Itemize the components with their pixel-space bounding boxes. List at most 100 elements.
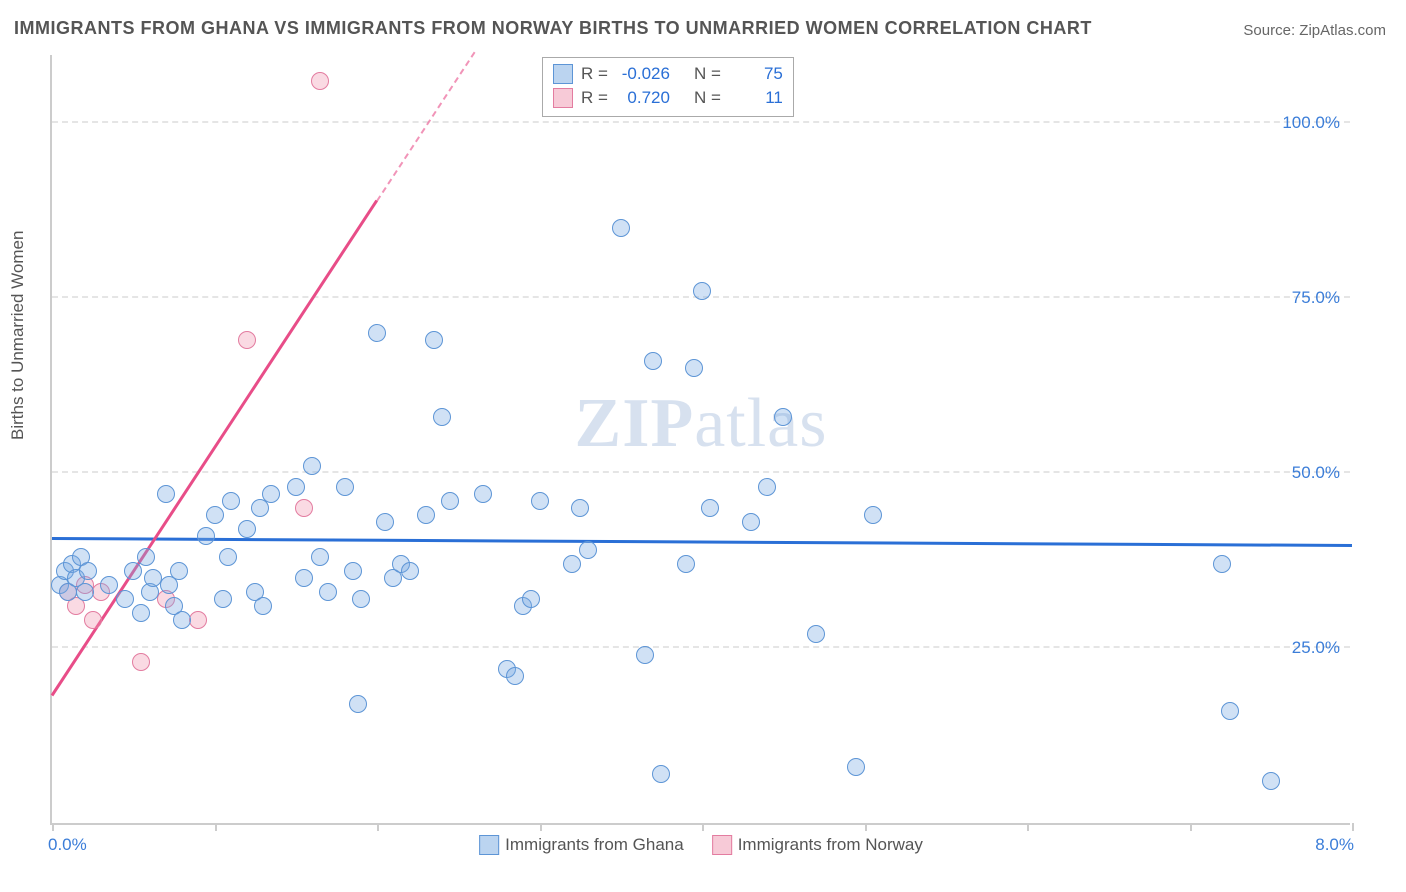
x-tick — [865, 823, 867, 831]
data-point — [219, 548, 237, 566]
data-point — [319, 583, 337, 601]
data-point — [84, 611, 102, 629]
data-point — [254, 597, 272, 615]
n-value: 11 — [729, 86, 783, 110]
data-point — [287, 478, 305, 496]
square-swatch-icon — [553, 64, 573, 84]
r-value: 0.720 — [616, 86, 670, 110]
data-point — [157, 485, 175, 503]
y-tick-label: 100.0% — [1282, 113, 1340, 133]
x-tick — [702, 823, 704, 831]
data-point — [758, 478, 776, 496]
data-point — [1262, 772, 1280, 790]
data-point — [303, 457, 321, 475]
stats-legend: R = -0.026 N = 75 R = 0.720 N = 11 — [542, 57, 794, 117]
data-point — [79, 562, 97, 580]
n-value: 75 — [729, 62, 783, 86]
source-label: Source: — [1243, 22, 1295, 39]
data-point — [693, 282, 711, 300]
data-point — [1213, 555, 1231, 573]
data-point — [222, 492, 240, 510]
data-point — [474, 485, 492, 503]
trend-line — [376, 51, 475, 201]
gridline — [52, 121, 1350, 123]
gridline — [52, 646, 1350, 648]
x-tick — [1027, 823, 1029, 831]
data-point — [685, 359, 703, 377]
data-point — [311, 548, 329, 566]
x-tick — [377, 823, 379, 831]
data-point — [376, 513, 394, 531]
data-point — [531, 492, 549, 510]
data-point — [644, 352, 662, 370]
data-point — [132, 604, 150, 622]
data-point — [238, 520, 256, 538]
data-point — [197, 527, 215, 545]
data-point — [401, 562, 419, 580]
data-point — [295, 499, 313, 517]
data-point — [417, 506, 435, 524]
r-label: R = — [581, 62, 608, 86]
r-label: R = — [581, 86, 608, 110]
data-point — [652, 765, 670, 783]
trend-line — [52, 537, 1352, 547]
data-point — [742, 513, 760, 531]
square-swatch-icon — [479, 835, 499, 855]
source-name: ZipAtlas.com — [1299, 22, 1386, 39]
square-swatch-icon — [553, 88, 573, 108]
data-point — [116, 590, 134, 608]
chart-container: IMMIGRANTS FROM GHANA VS IMMIGRANTS FROM… — [0, 0, 1406, 892]
data-point — [522, 590, 540, 608]
data-point — [807, 625, 825, 643]
square-swatch-icon — [712, 835, 732, 855]
y-axis-label: Births to Unmarried Women — [8, 231, 28, 440]
data-point — [774, 408, 792, 426]
legend-item-pink: Immigrants from Norway — [712, 835, 923, 855]
source-attribution: Source: ZipAtlas.com — [1243, 22, 1386, 39]
chart-title: IMMIGRANTS FROM GHANA VS IMMIGRANTS FROM… — [14, 18, 1092, 39]
data-point — [206, 506, 224, 524]
data-point — [864, 506, 882, 524]
y-tick-label: 50.0% — [1292, 463, 1340, 483]
data-point — [368, 324, 386, 342]
data-point — [238, 331, 256, 349]
data-point — [677, 555, 695, 573]
data-point — [76, 583, 94, 601]
data-point — [847, 758, 865, 776]
n-label: N = — [694, 86, 721, 110]
x-tick — [540, 823, 542, 831]
data-point — [311, 72, 329, 90]
data-point — [124, 562, 142, 580]
r-value: -0.026 — [616, 62, 670, 86]
data-point — [571, 499, 589, 517]
data-point — [349, 695, 367, 713]
x-tick — [215, 823, 217, 831]
data-point — [579, 541, 597, 559]
data-point — [214, 590, 232, 608]
x-tick — [1190, 823, 1192, 831]
series-legend: Immigrants from Ghana Immigrants from No… — [479, 835, 923, 855]
watermark-bold: ZIP — [575, 385, 695, 462]
data-point — [336, 478, 354, 496]
data-point — [612, 219, 630, 237]
data-point — [1221, 702, 1239, 720]
data-point — [170, 562, 188, 580]
data-point — [425, 331, 443, 349]
data-point — [173, 611, 191, 629]
data-point — [352, 590, 370, 608]
legend-label: Immigrants from Ghana — [505, 835, 684, 855]
data-point — [563, 555, 581, 573]
watermark: ZIPatlas — [575, 384, 828, 464]
gridline — [52, 471, 1350, 473]
data-point — [262, 485, 280, 503]
data-point — [506, 667, 524, 685]
stats-row-pink: R = 0.720 N = 11 — [553, 86, 783, 110]
x-axis-max-label: 8.0% — [1315, 835, 1354, 855]
stats-row-blue: R = -0.026 N = 75 — [553, 62, 783, 86]
x-tick — [52, 823, 54, 831]
data-point — [441, 492, 459, 510]
x-axis-min-label: 0.0% — [48, 835, 87, 855]
y-tick-label: 75.0% — [1292, 288, 1340, 308]
data-point — [636, 646, 654, 664]
legend-item-blue: Immigrants from Ghana — [479, 835, 684, 855]
